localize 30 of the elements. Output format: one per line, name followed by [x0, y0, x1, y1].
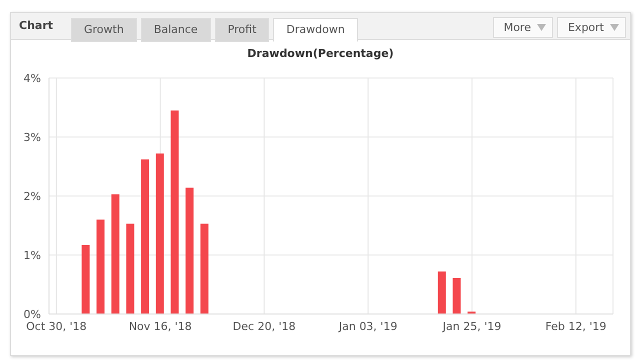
chart-title: Drawdown(Percentage)	[246, 47, 395, 60]
text: Export	[556, 17, 626, 38]
x-tick-label: Jan 03, '19	[338, 320, 398, 333]
x-tick-label: Jan 25, '19	[442, 320, 502, 333]
bar	[156, 154, 164, 314]
bar	[170, 110, 179, 314]
text: Profit	[214, 18, 270, 42]
x-tick-label: Dec 20, '18	[232, 320, 296, 333]
text: Balance	[140, 18, 211, 42]
bar	[452, 278, 461, 314]
bar	[438, 272, 446, 314]
x-tick-label: Feb 12, '19	[545, 320, 606, 333]
x-tick-label: Oct 30, '18	[26, 320, 87, 333]
y-tick-label: 4%	[24, 72, 41, 85]
bar	[126, 224, 134, 314]
bar	[141, 159, 150, 314]
y-tick-label: 2%	[24, 190, 41, 203]
y-tick-label: 1%	[24, 248, 41, 262]
text: More	[492, 17, 553, 38]
text: Growth	[71, 18, 137, 42]
bar	[186, 188, 194, 314]
y-tick-label: 0%	[24, 308, 41, 321]
bar	[96, 220, 105, 314]
bar	[111, 194, 120, 314]
y-tick-label: 3%	[24, 130, 41, 144]
bar	[200, 224, 208, 314]
bar	[82, 244, 90, 314]
x-tick-label: Nov 16, '18	[128, 320, 192, 333]
text: Chart	[19, 19, 54, 32]
text: Drawdown	[273, 18, 358, 42]
